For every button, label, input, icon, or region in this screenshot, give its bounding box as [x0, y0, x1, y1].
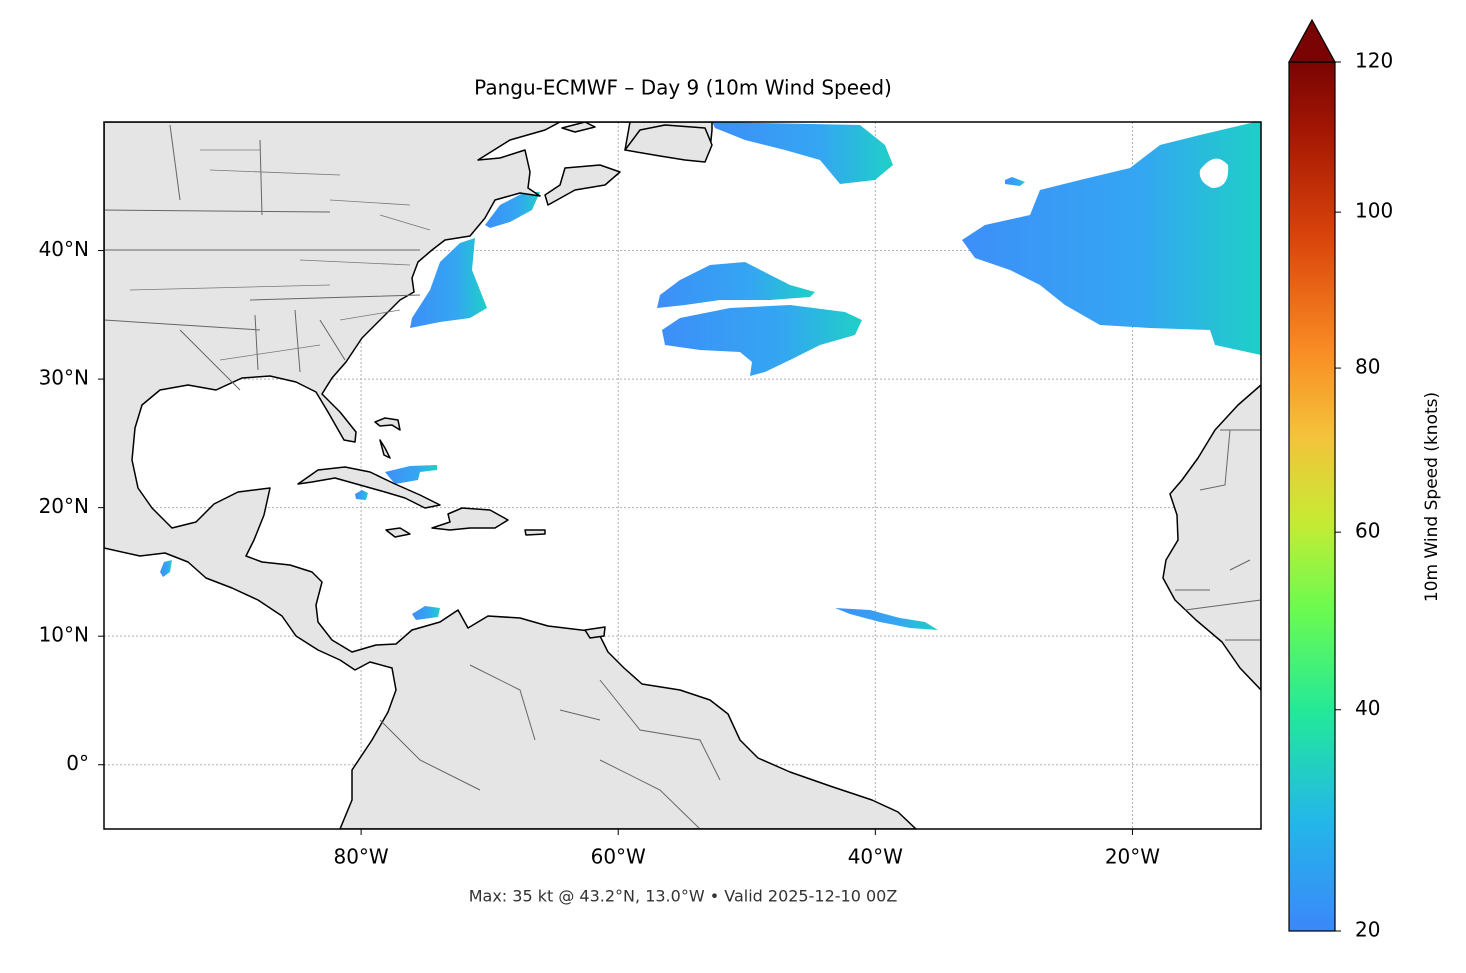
x-tick-label: 20°W	[1105, 845, 1160, 869]
borders	[104, 124, 1261, 829]
x-tick-label: 40°W	[848, 845, 903, 869]
y-tick-label: 30°N	[39, 366, 89, 390]
bahamas	[374, 417, 401, 459]
cuba	[297, 466, 441, 509]
colorbar-tick-label: 20	[1355, 918, 1380, 942]
puerto-rico	[524, 529, 546, 536]
y-tick-label: 0°	[66, 751, 89, 775]
africa	[1162, 384, 1261, 691]
colorbar-tick-label: 60	[1355, 519, 1380, 543]
state-lines	[129, 149, 431, 361]
x-tick-label: 60°W	[591, 845, 646, 869]
wind-area	[835, 608, 938, 630]
jamaica	[385, 527, 411, 538]
colorbar-extend	[1287, 18, 1337, 63]
wind-area	[412, 606, 440, 620]
wind-area	[962, 122, 1261, 355]
wind-area	[160, 560, 172, 577]
colorbar: 10m Wind Speed (knots) 20 40 60 80 100 120	[1287, 18, 1442, 942]
wind-area	[485, 192, 540, 228]
footer-note: Max: 35 kt @ 43.2°N, 13.0°W • Valid 2025…	[469, 887, 898, 906]
colorbar-tick-label: 100	[1355, 199, 1393, 223]
land	[104, 122, 1261, 829]
chart-title: Pangu-ECMWF – Day 9 (10m Wind Speed)	[474, 76, 892, 100]
newfoundland	[544, 164, 621, 206]
hispaniola	[431, 507, 509, 531]
wind-area	[662, 305, 862, 376]
colorbar-tick-label: 40	[1355, 696, 1380, 720]
y-tick-label: 10°N	[39, 623, 89, 647]
map-frame	[103, 121, 1262, 830]
anticosti	[561, 122, 596, 133]
wind-area	[355, 490, 368, 500]
wind-area	[712, 122, 893, 184]
colorbar-tick-label: 80	[1355, 355, 1380, 379]
colorbar-frame	[1288, 61, 1336, 932]
wind-area	[385, 465, 437, 484]
y-tick-label: 20°N	[39, 494, 89, 518]
trinidad	[584, 626, 606, 639]
colorbar-fill	[1289, 62, 1335, 931]
x-tick-label: 80°W	[333, 845, 388, 869]
y-tick-label: 40°N	[39, 237, 89, 261]
colorbar-label: 10m Wind Speed (knots)	[1422, 392, 1442, 602]
quebec-east	[624, 124, 713, 163]
map	[104, 122, 1261, 829]
wind-area	[657, 262, 815, 308]
wind-area	[1005, 177, 1025, 186]
wind-area	[410, 238, 487, 328]
colorbar-tick-label: 120	[1355, 49, 1393, 73]
